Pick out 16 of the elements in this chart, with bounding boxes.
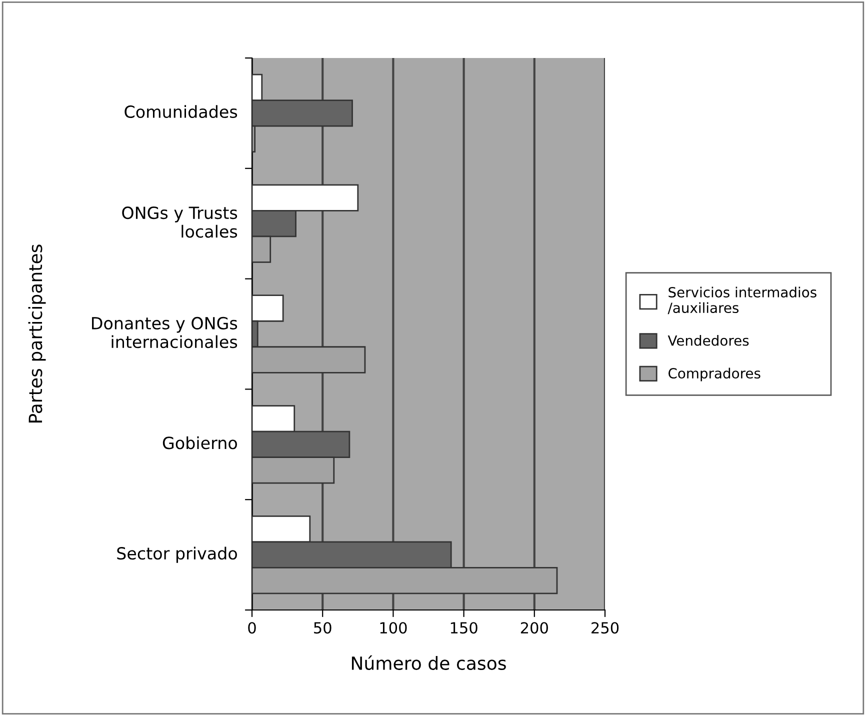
legend-label: Servicios intermadios /auxiliares bbox=[668, 286, 816, 314]
y-axis-title: Partes participantes bbox=[28, 244, 46, 422]
y-tick-label: Comunidades bbox=[124, 105, 238, 118]
x-tick-label: 150 bbox=[450, 622, 478, 634]
y-tick-label: Gobierno bbox=[162, 436, 237, 450]
y-tick-label: ONGs y Trusts locales bbox=[122, 206, 238, 238]
x-axis-title: Número de casos bbox=[352, 655, 506, 670]
x-tick-label: 50 bbox=[314, 622, 332, 634]
legend-label: Compradores bbox=[668, 368, 760, 382]
legend-label: Vendedores bbox=[668, 335, 749, 346]
x-tick-label: 250 bbox=[592, 622, 619, 634]
x-tick-label: 0 bbox=[248, 622, 256, 634]
y-tick-label: Sector privado bbox=[117, 546, 237, 563]
x-tick-label: 100 bbox=[380, 622, 407, 634]
y-tick-label: Donantes y ONGs internacionales bbox=[92, 316, 238, 348]
x-tick-label: 200 bbox=[520, 622, 548, 634]
